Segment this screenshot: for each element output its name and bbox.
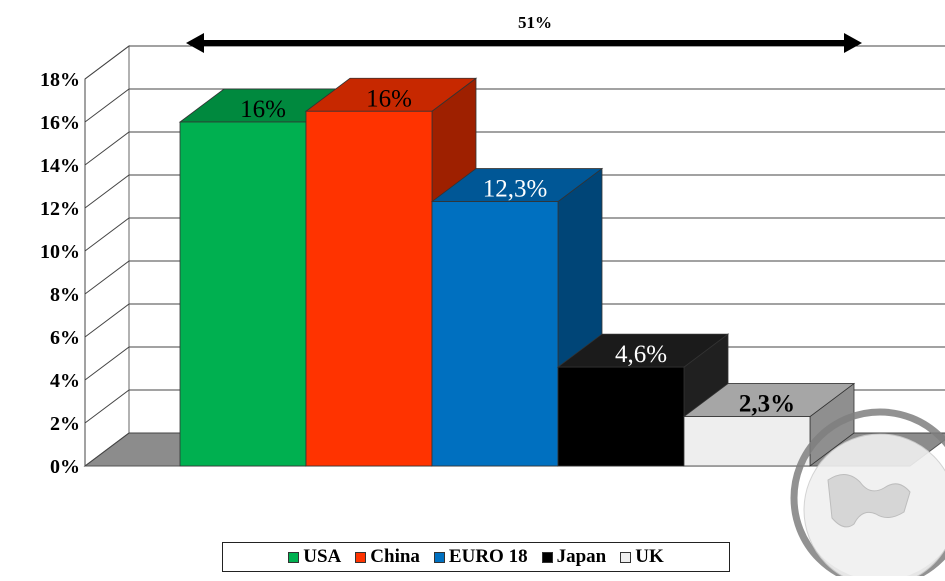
legend-item-euro: EURO 18	[433, 546, 528, 568]
bar-uk	[683, 416, 811, 467]
gridline	[84, 88, 945, 123]
chart-legend: USA China EURO 18 Japan UK	[222, 542, 730, 572]
legend-label-usa: USA	[303, 546, 342, 567]
y-tick-label: 2%	[50, 413, 80, 435]
legend-swatch-china	[355, 551, 367, 563]
y-tick-label: 10%	[40, 241, 80, 263]
legend-swatch-euro	[433, 551, 445, 563]
y-tick-label: 16%	[40, 112, 80, 134]
gridline	[84, 303, 945, 338]
data-label-usa: 16%	[240, 96, 286, 123]
legend-swatch-uk	[620, 551, 632, 563]
gridline	[84, 174, 945, 209]
y-tick-label: 8%	[50, 284, 80, 306]
gridline	[84, 260, 945, 295]
y-tick-label: 14%	[40, 155, 80, 177]
legend-label-euro: EURO 18	[448, 546, 528, 567]
annotation-label: 51%	[518, 13, 552, 32]
globe-ring	[790, 408, 945, 581]
legend-item-usa: USA	[288, 546, 341, 568]
legend-label-uk: UK	[635, 546, 664, 567]
data-label-japan: 4,6%	[615, 341, 667, 368]
bar-china	[305, 110, 433, 467]
legend-label-japan: Japan	[556, 546, 607, 567]
y-tick-label: 6%	[50, 327, 80, 349]
data-label-china: 16%	[366, 85, 412, 112]
legend-swatch-usa	[288, 551, 300, 563]
legend-label-china: China	[370, 546, 420, 567]
y-tick-label: 4%	[50, 370, 80, 392]
data-label-uk: 2,3%	[739, 391, 795, 418]
legend-item-uk: UK	[620, 546, 664, 568]
globe-continent	[827, 474, 911, 528]
y-tick-label: 18%	[40, 69, 80, 91]
legend-swatch-japan	[541, 551, 553, 563]
annotation-arrow-right-head	[844, 33, 862, 53]
annotation-arrow-left-head	[186, 33, 204, 53]
bar-japan	[557, 366, 685, 467]
bar-euro-18	[431, 201, 559, 467]
gridline	[84, 131, 945, 166]
bar-usa	[179, 121, 307, 467]
y-tick-label: 12%	[40, 198, 80, 220]
gridline	[84, 217, 945, 252]
chart-side-wall	[84, 45, 130, 467]
legend-item-china: China	[355, 546, 420, 568]
data-label-euro-18: 12,3%	[483, 176, 548, 203]
y-tick-label: 0%	[50, 456, 80, 478]
legend-item-japan: Japan	[541, 546, 607, 568]
